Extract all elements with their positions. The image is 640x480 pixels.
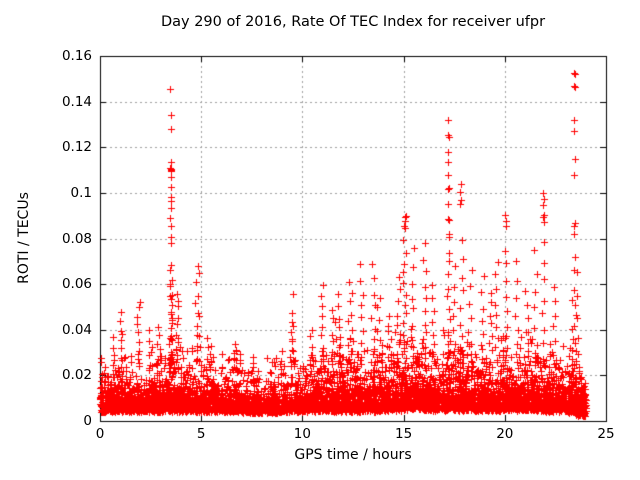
x-tick-label: 10 xyxy=(293,426,311,442)
y-tick-label: 0.08 xyxy=(61,230,92,247)
y-tick-label: 0.06 xyxy=(61,276,92,293)
y-tick-label: 0.1 xyxy=(70,184,92,201)
x-tick-label: 15 xyxy=(395,426,413,442)
x-tick-label: 0 xyxy=(95,426,105,442)
y-tick-label: 0.02 xyxy=(61,367,92,384)
y-tick-label: 0.04 xyxy=(61,321,92,338)
y-tick-label: 0.16 xyxy=(61,48,92,64)
y-tick-label: 0.14 xyxy=(61,93,92,110)
chart-title: Day 290 of 2016, Rate Of TEC Index for r… xyxy=(160,14,546,30)
y-tick-label: 0.12 xyxy=(61,139,92,156)
x-tick-label: 5 xyxy=(196,426,206,442)
x-axis-label: GPS time / hours xyxy=(294,447,412,463)
x-tick-label: 20 xyxy=(496,426,514,442)
y-axis-label: ROTI / TECUs xyxy=(16,192,32,284)
y-tick-label: 0 xyxy=(83,413,92,429)
x-tick-label: 25 xyxy=(597,426,615,442)
